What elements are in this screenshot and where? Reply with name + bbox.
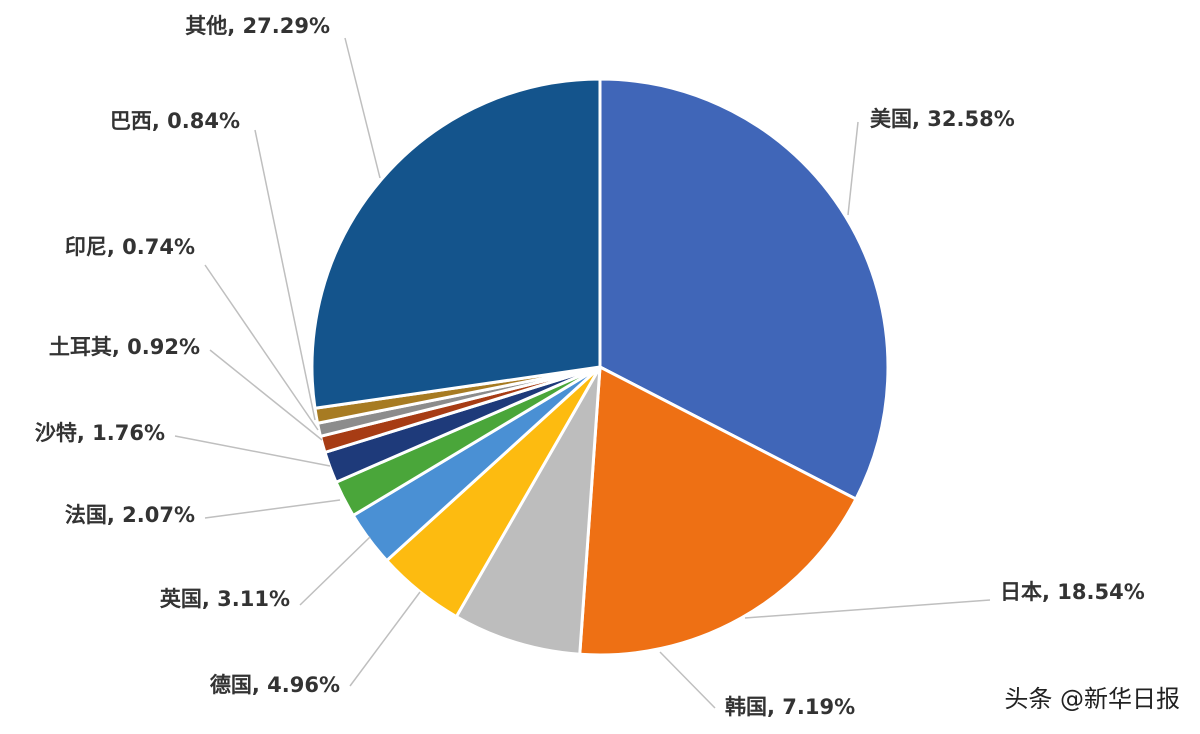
slice-label: 日本, 18.54%: [1000, 580, 1145, 604]
watermark: 头条 @新华日报: [1004, 685, 1180, 713]
leader-line: [209, 349, 323, 441]
label-value: 3.11%: [217, 587, 290, 611]
leader-line: [349, 591, 421, 687]
label-category: 土耳其: [49, 335, 112, 359]
leader-line: [344, 37, 381, 179]
pie-slice: [578, 364, 858, 657]
label-value: 4.96%: [267, 673, 340, 697]
leader-line: [659, 651, 716, 709]
label-value: 1.76%: [92, 421, 165, 445]
slice-label: 其他, 27.29%: [185, 14, 330, 38]
label-separator: ,: [107, 235, 122, 259]
label-separator: ,: [1042, 580, 1057, 604]
leader-line: [744, 599, 991, 619]
label-separator: ,: [202, 587, 217, 611]
slice-label: 印尼, 0.74%: [65, 235, 195, 259]
label-value: 18.54%: [1057, 580, 1144, 604]
label-value: 2.07%: [122, 503, 195, 527]
label-category: 巴西: [110, 109, 152, 133]
label-value: 0.84%: [167, 109, 240, 133]
label-category: 德国: [210, 673, 252, 697]
label-separator: ,: [107, 503, 122, 527]
label-category: 法国: [65, 503, 107, 527]
label-value: 7.19%: [782, 695, 855, 719]
pie-slice: [310, 77, 602, 410]
label-value: 0.92%: [127, 335, 200, 359]
pie-slice: [598, 77, 890, 502]
slice-label: 英国, 3.11%: [160, 587, 290, 611]
label-separator: ,: [912, 107, 927, 131]
slice-label: 德国, 4.96%: [210, 673, 340, 697]
label-separator: ,: [77, 421, 92, 445]
label-separator: ,: [252, 673, 267, 697]
label-category: 英国: [160, 587, 202, 611]
label-category: 美国: [870, 107, 912, 131]
label-separator: ,: [227, 14, 242, 38]
label-separator: ,: [112, 335, 127, 359]
leader-line: [204, 264, 319, 431]
label-separator: ,: [767, 695, 782, 719]
label-category: 沙特: [35, 421, 77, 445]
leader-line: [254, 129, 316, 421]
slice-label: 美国, 32.58%: [870, 107, 1015, 131]
leader-line: [174, 435, 331, 467]
label-value: 32.58%: [927, 107, 1014, 131]
slice-label: 土耳其, 0.92%: [49, 335, 200, 359]
label-category: 韩国: [725, 695, 767, 719]
slice-label: 韩国, 7.19%: [725, 695, 855, 719]
label-value: 27.29%: [243, 14, 330, 38]
slice-label: 法国, 2.07%: [65, 503, 195, 527]
slice-label: 沙特, 1.76%: [35, 421, 165, 445]
leader-line: [204, 499, 341, 519]
label-category: 其他: [185, 14, 227, 38]
leader-line: [299, 536, 371, 606]
slice-label: 巴西, 0.84%: [110, 109, 240, 133]
label-value: 0.74%: [122, 235, 195, 259]
label-category: 日本: [1000, 580, 1042, 604]
pie-slice: [454, 366, 602, 656]
label-category: 印尼: [65, 235, 107, 259]
leader-line: [847, 121, 859, 216]
label-separator: ,: [152, 109, 167, 133]
